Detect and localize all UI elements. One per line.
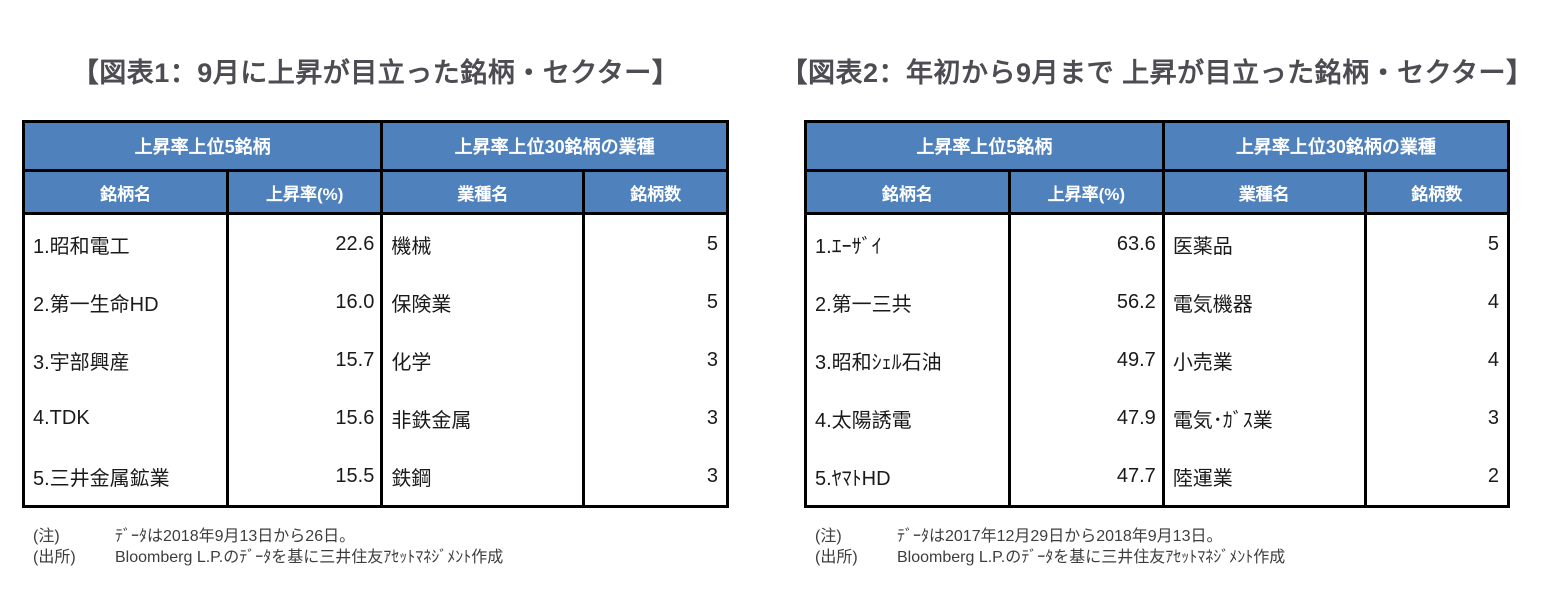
- sector-name-cell: 陸運業: [1161, 447, 1367, 507]
- group-header-top5-stocks: 上昇率上位5銘柄: [804, 120, 1165, 172]
- figure-1-table: 上昇率上位5銘柄 上昇率上位30銘柄の業種 銘柄名 上昇率(%) 業種名 銘柄数…: [21, 120, 729, 508]
- col-header-sector-name: 業種名: [380, 169, 586, 215]
- sector-name-cell: 鉄鋼: [380, 447, 586, 507]
- col-header-rise-rate: 上昇率(%): [226, 169, 384, 215]
- table-row: 2.第一三共 56.2 電気機器 4: [804, 273, 1511, 331]
- figure-1-title: 【図表1：9月に上昇が目立った銘柄・セクター】: [71, 58, 680, 88]
- note-line: (注) ﾃﾞｰﾀは2018年9月13日から26日。: [33, 526, 729, 547]
- rise-rate-cell: 15.5: [226, 447, 384, 507]
- rise-rate-cell: 15.7: [226, 331, 384, 389]
- stock-count-cell: 3: [582, 447, 729, 507]
- col-header-stock-count: 銘柄数: [582, 169, 729, 215]
- column-header-row: 銘柄名 上昇率(%) 業種名 銘柄数: [804, 169, 1511, 215]
- table-row: 2.第一生命HD 16.0 保険業 5: [21, 273, 729, 331]
- source-text: Bloomberg L.P.のﾃﾞｰﾀを基に三井住友ｱｾｯﾄﾏﾈｼﾞﾒﾝﾄ作成: [897, 549, 1286, 566]
- stock-count-cell: 4: [1363, 331, 1511, 389]
- col-header-sector-name: 業種名: [1161, 169, 1367, 215]
- group-header-top5-stocks: 上昇率上位5銘柄: [21, 120, 384, 172]
- stock-name-cell: 4.TDK: [21, 389, 230, 447]
- group-header-row: 上昇率上位5銘柄 上昇率上位30銘柄の業種: [21, 120, 729, 172]
- note-text: ﾃﾞｰﾀは2018年9月13日から26日。: [115, 528, 356, 545]
- source-line: (出所) Bloomberg L.P.のﾃﾞｰﾀを基に三井住友ｱｾｯﾄﾏﾈｼﾞﾒ…: [815, 547, 1510, 568]
- rise-rate-cell: 16.0: [226, 273, 384, 331]
- sector-name-cell: 非鉄金属: [380, 389, 586, 447]
- rise-rate-cell: 56.2: [1007, 273, 1165, 331]
- stock-name-cell: 5.三井金属鉱業: [21, 447, 230, 507]
- stock-name-cell: 5.ﾔﾏﾄHD: [804, 447, 1011, 507]
- figure-1-notes: (注) ﾃﾞｰﾀは2018年9月13日から26日。 (出所) Bloomberg…: [22, 526, 729, 568]
- rise-rate-cell: 47.7: [1007, 447, 1165, 507]
- table-row: 5.三井金属鉱業 15.5 鉄鋼 3: [21, 447, 729, 507]
- stock-name-cell: 4.太陽誘電: [804, 389, 1011, 447]
- figure-2-notes: (注) ﾃﾞｰﾀは2017年12月29日から2018年9月13日。 (出所) B…: [804, 526, 1510, 568]
- col-header-stock-name: 銘柄名: [804, 169, 1011, 215]
- sector-name-cell: 電気機器: [1161, 273, 1367, 331]
- rise-rate-cell: 22.6: [226, 213, 384, 273]
- figure-2-title: 【図表2：年初から9月まで 上昇が目立った銘柄・セクター】: [780, 58, 1534, 88]
- stock-name-cell: 3.昭和ｼｪﾙ石油: [804, 331, 1011, 389]
- stock-name-cell: 1.昭和電工: [21, 213, 230, 273]
- stock-name-cell: 3.宇部興産: [21, 331, 230, 389]
- source-label: (出所): [815, 549, 858, 566]
- sector-name-cell: 機械: [380, 213, 586, 273]
- stock-name-cell: 2.第一生命HD: [21, 273, 230, 331]
- group-header-row: 上昇率上位5銘柄 上昇率上位30銘柄の業種: [804, 120, 1511, 172]
- note-label: (注): [815, 528, 842, 545]
- stock-count-cell: 5: [1363, 213, 1511, 273]
- rise-rate-cell: 63.6: [1007, 213, 1165, 273]
- table-row: 3.宇部興産 15.7 化学 3: [21, 331, 729, 389]
- rise-rate-cell: 15.6: [226, 389, 384, 447]
- sector-name-cell: 保険業: [380, 273, 586, 331]
- sector-name-cell: 化学: [380, 331, 586, 389]
- figure-2: 【図表2：年初から9月まで 上昇が目立った銘柄・セクター】 上昇率上位5銘柄 上…: [780, 0, 1534, 568]
- note-label: (注): [33, 528, 60, 545]
- figure-2-table: 上昇率上位5銘柄 上昇率上位30銘柄の業種 銘柄名 上昇率(%) 業種名 銘柄数…: [804, 120, 1511, 508]
- table-row: 1.ｴｰｻﾞｲ 63.6 医薬品 5: [804, 213, 1511, 273]
- table-row: 4.TDK 15.6 非鉄金属 3: [21, 389, 729, 447]
- stock-count-cell: 3: [582, 331, 729, 389]
- stock-count-cell: 5: [582, 273, 729, 331]
- stock-name-cell: 1.ｴｰｻﾞｲ: [804, 213, 1011, 273]
- source-line: (出所) Bloomberg L.P.のﾃﾞｰﾀを基に三井住友ｱｾｯﾄﾏﾈｼﾞﾒ…: [33, 547, 729, 568]
- stock-count-cell: 4: [1363, 273, 1511, 331]
- stock-count-cell: 5: [582, 213, 729, 273]
- stock-name-cell: 2.第一三共: [804, 273, 1011, 331]
- stock-count-cell: 3: [582, 389, 729, 447]
- group-header-top30-sectors: 上昇率上位30銘柄の業種: [380, 120, 729, 172]
- sector-name-cell: 電気･ｶﾞｽ業: [1161, 389, 1367, 447]
- column-header-row: 銘柄名 上昇率(%) 業種名 銘柄数: [21, 169, 729, 215]
- rise-rate-cell: 49.7: [1007, 331, 1165, 389]
- stock-count-cell: 2: [1363, 447, 1511, 507]
- col-header-rise-rate: 上昇率(%): [1007, 169, 1165, 215]
- group-header-top30-sectors: 上昇率上位30銘柄の業種: [1161, 120, 1511, 172]
- stock-count-cell: 3: [1363, 389, 1511, 447]
- note-text: ﾃﾞｰﾀは2017年12月29日から2018年9月13日。: [897, 528, 1223, 545]
- source-text: Bloomberg L.P.のﾃﾞｰﾀを基に三井住友ｱｾｯﾄﾏﾈｼﾞﾒﾝﾄ作成: [115, 549, 504, 566]
- table-row: 5.ﾔﾏﾄHD 47.7 陸運業 2: [804, 447, 1511, 507]
- rise-rate-cell: 47.9: [1007, 389, 1165, 447]
- figure-1: 【図表1：9月に上昇が目立った銘柄・セクター】 上昇率上位5銘柄 上昇率上位30…: [21, 0, 729, 568]
- table-row: 3.昭和ｼｪﾙ石油 49.7 小売業 4: [804, 331, 1511, 389]
- table-row: 1.昭和電工 22.6 機械 5: [21, 213, 729, 273]
- col-header-stock-count: 銘柄数: [1363, 169, 1511, 215]
- col-header-stock-name: 銘柄名: [21, 169, 230, 215]
- note-line: (注) ﾃﾞｰﾀは2017年12月29日から2018年9月13日。: [815, 526, 1510, 547]
- sector-name-cell: 小売業: [1161, 331, 1367, 389]
- source-label: (出所): [33, 549, 76, 566]
- table-row: 4.太陽誘電 47.9 電気･ｶﾞｽ業 3: [804, 389, 1511, 447]
- sector-name-cell: 医薬品: [1161, 213, 1367, 273]
